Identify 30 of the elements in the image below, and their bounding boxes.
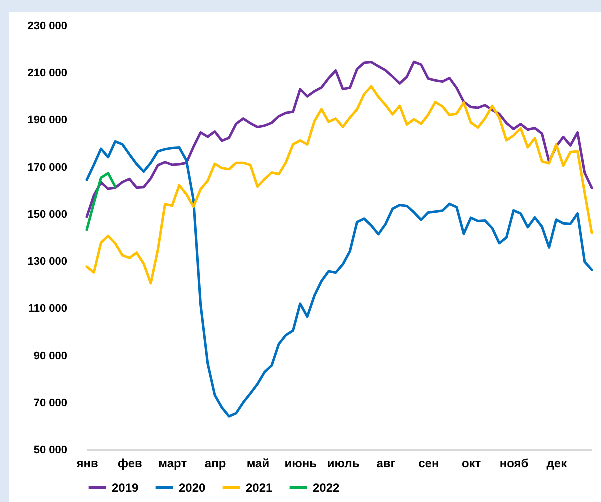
x-tick-label: дек: [546, 456, 568, 470]
x-tick-label: июнь: [284, 456, 318, 470]
y-tick-label: 70 000: [34, 397, 68, 410]
legend-label: 2022: [313, 480, 340, 495]
y-tick-label: 130 000: [28, 256, 68, 268]
y-tick-label: 50 000: [34, 444, 68, 456]
legend-label: 2019: [112, 480, 140, 495]
x-tick-label: нояб: [500, 456, 529, 470]
y-tick-label: 150 000: [28, 208, 68, 221]
x-tick-label: сен: [418, 456, 440, 470]
y-tick-label: 90 000: [34, 350, 68, 362]
x-tick-label: фев: [118, 456, 142, 470]
y-tick-label: 210 000: [28, 68, 68, 80]
legend-label: 2021: [246, 480, 274, 495]
x-tick-label: июль: [327, 456, 360, 470]
x-tick-label: янв: [76, 456, 98, 470]
x-tick-label: май: [246, 456, 270, 470]
x-tick-label: март: [158, 456, 188, 470]
line-series: [86, 60, 594, 218]
line-series: [86, 172, 117, 232]
x-tick-label: окт: [462, 456, 482, 470]
y-tick-label: 170 000: [28, 162, 68, 174]
y-tick-label: 110 000: [28, 303, 68, 316]
line-series: [86, 85, 594, 285]
y-tick-label: 230 000: [28, 20, 68, 32]
x-tick-label: апр: [204, 456, 226, 470]
y-tick-label: 190 000: [28, 114, 68, 127]
legend-label: 2020: [179, 480, 206, 495]
line-series: [86, 140, 594, 418]
x-tick-label: авг: [376, 456, 396, 470]
